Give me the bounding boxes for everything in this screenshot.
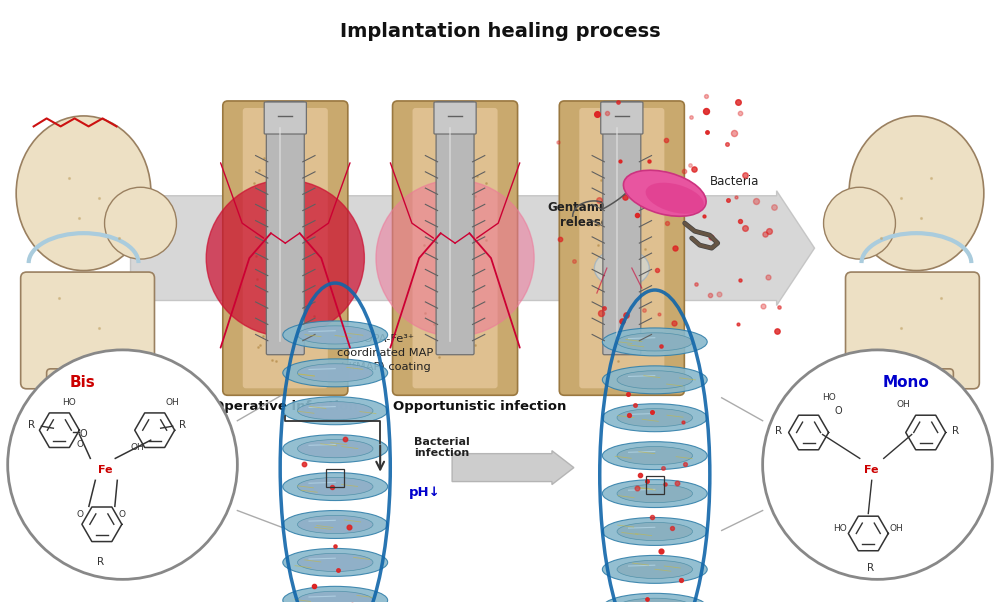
Ellipse shape xyxy=(283,321,388,349)
FancyBboxPatch shape xyxy=(601,102,643,134)
Text: pH↓: pH↓ xyxy=(409,486,441,499)
Ellipse shape xyxy=(617,371,693,389)
FancyBboxPatch shape xyxy=(846,272,979,389)
Text: R: R xyxy=(97,557,104,567)
Ellipse shape xyxy=(602,479,707,508)
Text: Bacterial
infection: Bacterial infection xyxy=(414,437,470,458)
Ellipse shape xyxy=(297,516,373,534)
FancyBboxPatch shape xyxy=(603,101,641,355)
Text: O: O xyxy=(76,510,83,519)
Text: OH: OH xyxy=(130,443,144,452)
Ellipse shape xyxy=(602,366,707,394)
Ellipse shape xyxy=(376,180,534,336)
Ellipse shape xyxy=(18,425,50,490)
Text: HO: HO xyxy=(833,524,847,533)
FancyBboxPatch shape xyxy=(436,101,474,355)
Circle shape xyxy=(763,350,992,579)
Ellipse shape xyxy=(617,560,693,578)
Ellipse shape xyxy=(297,402,373,420)
FancyBboxPatch shape xyxy=(243,108,328,388)
Ellipse shape xyxy=(617,447,693,465)
Text: R: R xyxy=(775,426,782,435)
Text: R: R xyxy=(867,563,874,573)
Text: OH: OH xyxy=(166,398,180,407)
FancyBboxPatch shape xyxy=(434,102,476,134)
Text: Operative infection: Operative infection xyxy=(213,400,358,413)
FancyBboxPatch shape xyxy=(413,108,498,388)
Ellipse shape xyxy=(16,116,151,271)
Text: Bis: Bis xyxy=(69,374,95,390)
FancyBboxPatch shape xyxy=(266,101,304,355)
Ellipse shape xyxy=(283,397,388,425)
Text: O: O xyxy=(77,440,84,449)
Ellipse shape xyxy=(283,586,388,603)
Text: Fe: Fe xyxy=(98,466,113,475)
Text: OH: OH xyxy=(889,524,903,533)
Ellipse shape xyxy=(283,473,388,500)
FancyBboxPatch shape xyxy=(559,101,684,396)
Ellipse shape xyxy=(602,555,707,583)
Ellipse shape xyxy=(617,522,693,540)
FancyArrow shape xyxy=(452,450,574,485)
Ellipse shape xyxy=(297,478,373,496)
Text: Implantation healing process: Implantation healing process xyxy=(340,22,660,40)
Ellipse shape xyxy=(105,188,176,259)
Ellipse shape xyxy=(849,116,984,271)
Bar xyxy=(646,476,664,494)
Text: HO: HO xyxy=(822,393,835,402)
Ellipse shape xyxy=(646,183,704,214)
Text: DOPA-Fe³⁺
coordinated MAP
(dfMAP) coating: DOPA-Fe³⁺ coordinated MAP (dfMAP) coatin… xyxy=(337,334,433,372)
Ellipse shape xyxy=(283,511,388,538)
Text: R: R xyxy=(28,420,35,430)
Ellipse shape xyxy=(617,409,693,427)
Ellipse shape xyxy=(617,333,693,351)
Ellipse shape xyxy=(206,180,364,336)
Ellipse shape xyxy=(297,440,373,458)
Ellipse shape xyxy=(617,598,693,603)
FancyBboxPatch shape xyxy=(393,101,518,396)
Ellipse shape xyxy=(602,593,707,603)
FancyBboxPatch shape xyxy=(47,369,127,507)
Ellipse shape xyxy=(602,404,707,432)
Text: R: R xyxy=(179,420,186,430)
Ellipse shape xyxy=(824,188,895,259)
FancyBboxPatch shape xyxy=(579,108,664,388)
Ellipse shape xyxy=(602,517,707,546)
Text: O: O xyxy=(118,510,125,519)
Text: R: R xyxy=(952,426,959,435)
Text: Mono: Mono xyxy=(883,374,930,390)
Ellipse shape xyxy=(602,328,707,356)
Circle shape xyxy=(8,350,237,579)
Bar xyxy=(326,469,344,487)
Ellipse shape xyxy=(950,425,982,490)
Ellipse shape xyxy=(594,249,649,287)
Text: HO: HO xyxy=(62,398,76,407)
Text: O: O xyxy=(80,429,87,439)
Text: Fe: Fe xyxy=(864,466,879,475)
Text: O: O xyxy=(835,406,842,415)
Text: Bacteria: Bacteria xyxy=(710,175,759,188)
FancyArrow shape xyxy=(131,191,815,306)
Ellipse shape xyxy=(623,170,706,216)
Ellipse shape xyxy=(297,591,373,603)
FancyBboxPatch shape xyxy=(223,101,348,396)
FancyBboxPatch shape xyxy=(264,102,306,134)
Text: OH: OH xyxy=(897,400,911,409)
Ellipse shape xyxy=(602,441,707,470)
Ellipse shape xyxy=(283,435,388,463)
Ellipse shape xyxy=(297,364,373,382)
Ellipse shape xyxy=(297,326,373,344)
Ellipse shape xyxy=(283,549,388,576)
FancyBboxPatch shape xyxy=(21,272,154,389)
Text: Gentamicin
release: Gentamicin release xyxy=(547,201,623,229)
Text: Opportunistic infection: Opportunistic infection xyxy=(393,400,567,413)
Ellipse shape xyxy=(617,484,693,503)
Ellipse shape xyxy=(297,554,373,572)
FancyBboxPatch shape xyxy=(873,369,953,507)
Ellipse shape xyxy=(283,359,388,387)
